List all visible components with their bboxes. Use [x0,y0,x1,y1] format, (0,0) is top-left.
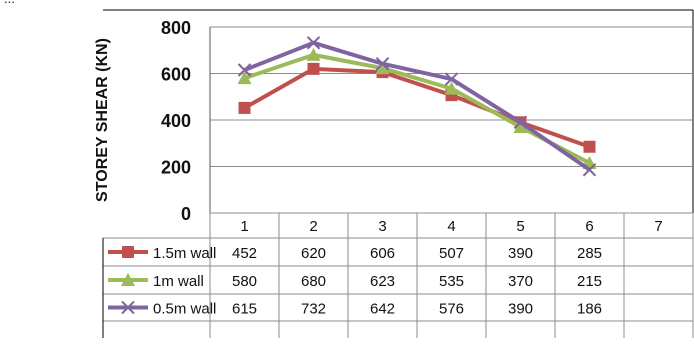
data-point [307,62,320,75]
x-category-label: 6 [585,218,593,235]
y-tick-label: 600 [161,65,191,85]
data-point [513,119,528,133]
data-point [513,115,528,130]
data-point [582,163,597,177]
data-point [237,63,252,77]
data-point-b [375,57,390,71]
table-value: 215 [577,273,602,290]
table-value: 732 [301,301,326,318]
cropped-caption-fragment: ... [4,0,15,6]
y-tick-label: 800 [161,18,191,38]
table-value: 680 [301,273,326,290]
data-point [444,72,459,86]
table-value: 390 [508,245,533,262]
legend-key-marker [122,246,134,258]
y-tick-label: 0 [181,204,191,224]
data-point [444,81,459,95]
table-value: 580 [232,273,257,290]
data-point [306,36,321,50]
legend-key-marker-b [121,300,135,315]
legend-key-marker [121,273,135,286]
table-value: 642 [370,301,395,318]
table-value: 390 [508,301,533,318]
x-category-label: 1 [240,218,248,235]
x-category-label: 2 [309,218,317,235]
data-point [375,61,390,75]
legend-label: 1.5m wall [153,245,216,262]
table-value: 615 [232,301,257,318]
data-point [583,140,596,153]
x-category-label: 5 [516,218,524,235]
table-value: 576 [439,301,464,318]
data-point [375,57,390,71]
table-value: 535 [439,273,464,290]
table-value: 620 [301,245,326,262]
series-line-3 [243,40,591,172]
x-category-label: 4 [447,218,455,235]
data-point-b [306,36,321,50]
data-point [238,101,251,114]
y-tick-label: 400 [161,111,191,131]
data-point-b [444,72,459,86]
series-line-1 [243,66,591,149]
table-value: 186 [577,301,602,318]
x-category-label: 7 [654,218,662,235]
data-point-b [237,63,252,77]
data-point-b [513,115,528,130]
legend-label: 1m wall [153,273,204,290]
table-value: 507 [439,245,464,262]
data-point-b [582,163,597,177]
table-value: 623 [370,273,395,290]
table-value: 370 [508,273,533,290]
x-category-label: 3 [378,218,386,235]
legend-key-marker [121,300,135,315]
table-value: 452 [232,245,257,262]
data-point [306,47,321,61]
data-point [237,71,252,85]
series-line-2 [243,52,591,165]
series-layer [237,36,597,177]
y-tick-label: 200 [161,158,191,178]
y-axis-title: STOREY SHEAR (KN) [94,38,111,202]
table-value: 606 [370,245,395,262]
data-table: 1 2 3 4 5 6 7 1.5m wall 452 620 606 507 390 285 1m wal… [102,212,694,338]
table-value: 285 [577,245,602,262]
legend-label: 0.5m wall [153,301,216,318]
axis-layer: 0 200 400 600 800 STOREY SHEAR (KN) [94,18,211,224]
